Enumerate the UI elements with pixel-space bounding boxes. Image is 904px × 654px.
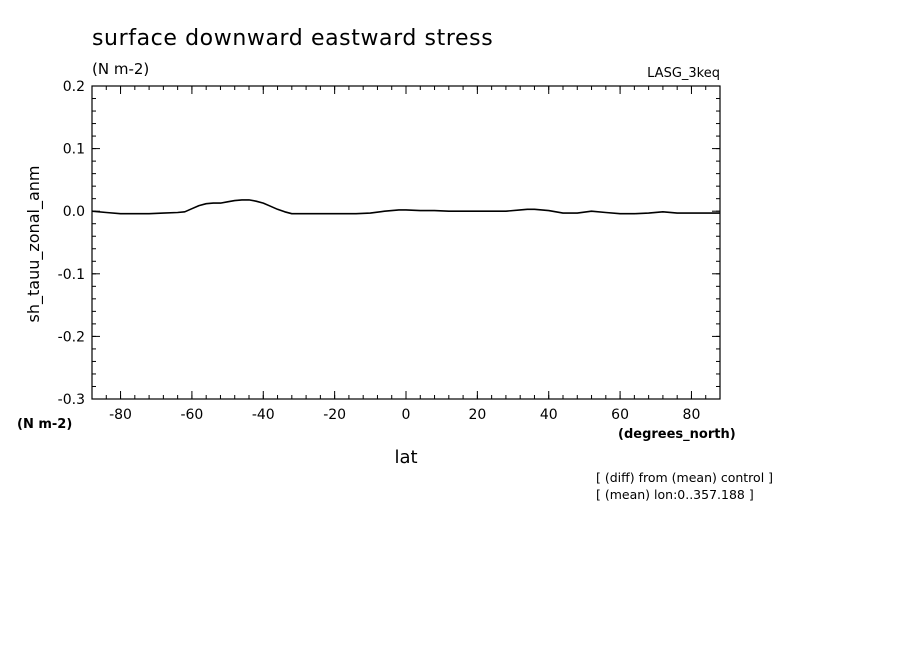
experiment-label: LASG_3keq (647, 66, 720, 81)
y-tick-label: -0.1 (58, 267, 85, 283)
y-units-label: (N m-2) (17, 417, 72, 432)
series-layer (91, 199, 720, 215)
y-tick-labels: -0.3 -0.2 -0.1 0.0 0.1 0.2 (58, 79, 85, 408)
axis-ticks (91, 85, 721, 400)
x-units-label: (degrees_north) (618, 427, 736, 442)
note-line-1: [ (diff) from (mean) control ] (596, 470, 773, 485)
y-tick-label: 0.2 (63, 79, 85, 95)
chart-title: surface downward eastward stress (92, 26, 493, 51)
plot-frame (91, 85, 721, 400)
x-tick-label: -40 (252, 407, 275, 423)
x-tick-label: 60 (611, 407, 629, 423)
y-tick-label: -0.3 (58, 392, 85, 408)
x-tick-label: -80 (109, 407, 132, 423)
x-tick-label: -20 (323, 407, 346, 423)
x-tick-label: 0 (402, 407, 411, 423)
y-tick-label: 0.0 (63, 204, 85, 220)
x-tick-label: -60 (180, 407, 203, 423)
chart-subtitle: (N m-2) (92, 60, 149, 78)
x-tick-label: 20 (468, 407, 486, 423)
x-axis-label: lat (394, 447, 417, 468)
x-tick-label: 40 (540, 407, 558, 423)
series-line (91, 199, 720, 215)
y-tick-label: 0.1 (63, 142, 85, 158)
x-tick-labels: -80 -60 -40 -20 0 20 40 60 80 (109, 407, 700, 423)
note-line-2: [ (mean) lon:0..357.188 ] (596, 487, 754, 502)
y-axis-label: sh_tauu_zonal_anm (24, 166, 44, 323)
y-tick-label: -0.2 (58, 329, 85, 345)
x-tick-label: 80 (683, 407, 701, 423)
